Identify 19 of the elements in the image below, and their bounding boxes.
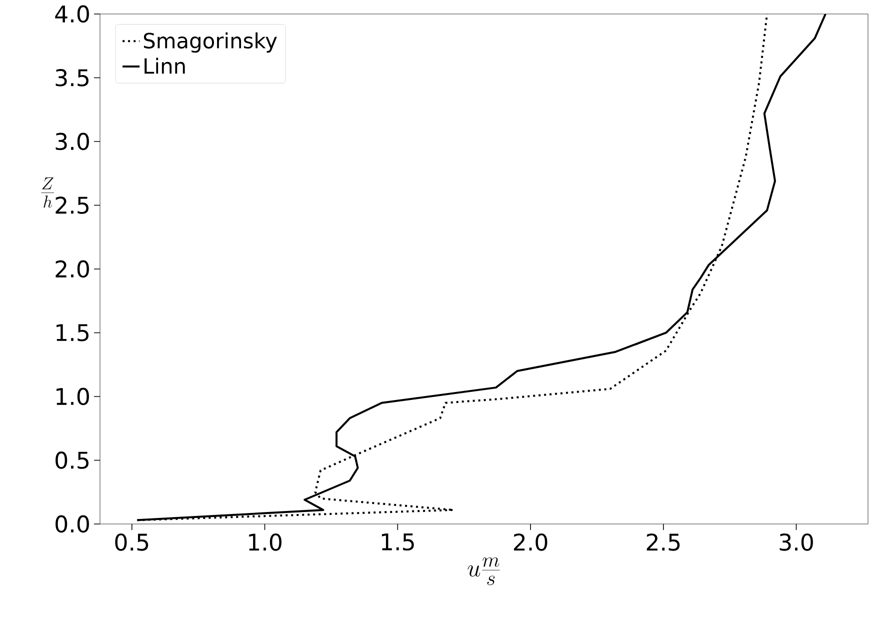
x-tick-label: 3.0 bbox=[780, 533, 813, 551]
y-axis-title: $\frac{Z}{h}$ bbox=[41, 177, 54, 208]
y-tick-label: 0.5 bbox=[56, 452, 88, 469]
x-tick-label: 0.5 bbox=[115, 533, 148, 551]
y-tick-label: 2.5 bbox=[56, 196, 88, 214]
x-tick-label: 1.0 bbox=[249, 533, 282, 551]
x-tick-label: 1.5 bbox=[382, 534, 414, 551]
x-tick-label: 2.0 bbox=[514, 533, 548, 551]
x-tick-label: 2.5 bbox=[646, 533, 680, 551]
y-tick-label: 3.5 bbox=[56, 69, 88, 86]
legend-label: Linn bbox=[144, 58, 185, 74]
y-tick-label: 4.0 bbox=[55, 5, 89, 23]
y-tick-label: 2.0 bbox=[56, 260, 89, 278]
y-tick-label: 3.0 bbox=[56, 132, 89, 150]
y-tick-label: 1.5 bbox=[56, 324, 88, 342]
y-tick-label: 1.0 bbox=[56, 388, 89, 406]
x-axis-title: $u\frac{m}{s}$ bbox=[468, 557, 500, 586]
y-tick-label: 0.0 bbox=[56, 515, 89, 533]
legend-label: Smagorinsky bbox=[144, 32, 277, 53]
